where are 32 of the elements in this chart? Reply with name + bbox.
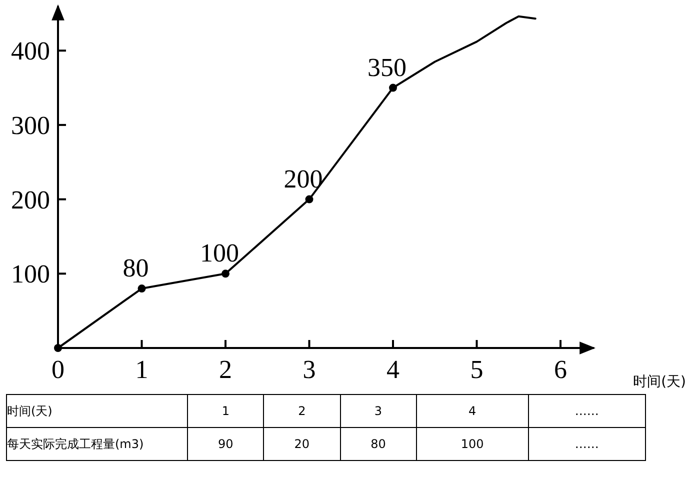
point [305,195,314,204]
data-label: 100 [200,238,239,268]
text: 4 [416,394,528,428]
text: 80 [340,428,416,460]
text: 100 [416,428,528,460]
text: 时间(天) [6,394,188,428]
y-tick-label: 200 [11,185,50,214]
text: …… [528,394,646,428]
x-tick-label: 4 [386,355,400,384]
text: 3 [340,394,416,428]
text: …… [528,428,646,460]
y-tick-label: 400 [11,36,50,66]
text: 20 [264,428,340,460]
y-tick-label: 300 [11,110,50,140]
data-label: 350 [368,52,406,82]
point [138,284,146,293]
data-label: 200 [284,164,323,194]
x-tick-label: 3 [302,355,316,384]
point [54,344,62,352]
text: 每天实际完成工程量(m3) [6,428,188,460]
x-axis-title: 时间(天) [633,374,686,390]
y-tick-label: 100 [11,260,50,289]
x-tick-label: 2 [219,355,232,384]
x-tick-label: 0 [52,355,64,384]
text: 90 [188,428,264,460]
x-tick-label: 5 [470,355,484,384]
text: 1 [188,394,264,428]
text: 2 [264,394,340,428]
data-label: 80 [122,254,149,283]
x-tick-label: 6 [554,355,567,384]
x-tick-label: 1 [135,355,148,384]
point [222,270,230,278]
